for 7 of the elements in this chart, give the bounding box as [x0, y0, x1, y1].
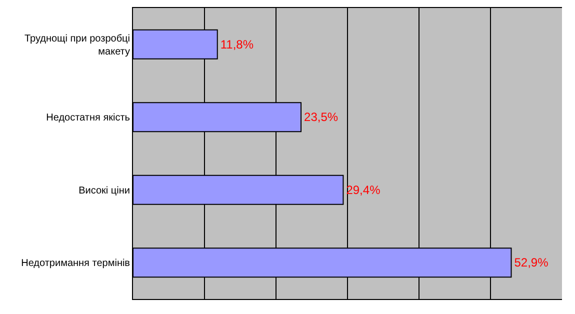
- data-label: 23,5%: [304, 110, 338, 124]
- y-tick-label: Труднощі при розробці макету: [24, 33, 130, 58]
- y-tick-label: Недостатня якість: [46, 112, 130, 124]
- y-tick-label: Недотримання термінів: [21, 258, 130, 270]
- data-label: 52,9%: [514, 256, 549, 270]
- data-label: 11,8%: [220, 37, 254, 52]
- y-tick-label: Високі ціни: [78, 185, 130, 196]
